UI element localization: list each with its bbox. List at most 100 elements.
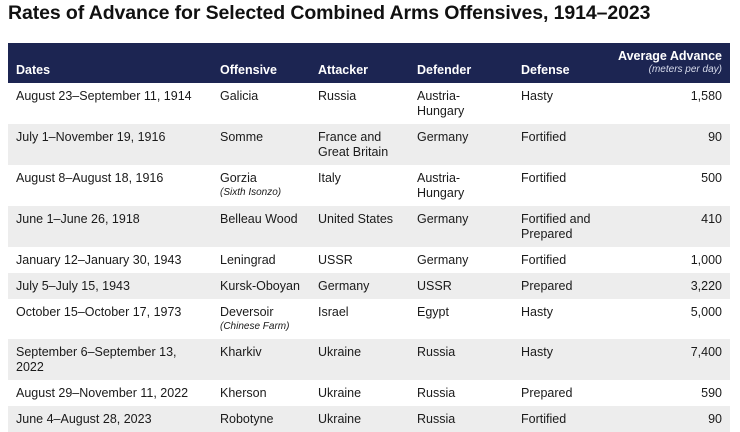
table-cell: October 15–October 17, 1973 bbox=[8, 299, 212, 339]
column-header: Defense bbox=[513, 43, 610, 83]
cell-text: Russia bbox=[318, 89, 357, 103]
column-header-text: Average Advance bbox=[618, 49, 722, 63]
table-cell: Gorzia (Sixth Isonzo) bbox=[212, 165, 310, 206]
cell-text: Austria-Hungary bbox=[417, 171, 465, 200]
column-header: Average Advance (meters per day) bbox=[610, 43, 730, 83]
cell-text: Italy bbox=[318, 171, 341, 185]
table-cell: 590 bbox=[610, 380, 730, 406]
column-header-text: Defense bbox=[521, 63, 570, 77]
table-cell: Russia bbox=[409, 339, 513, 380]
cell-text: August 29–November 11, 2022 bbox=[16, 386, 189, 400]
table-cell: Prepared bbox=[513, 273, 610, 299]
cell-text: Kursk-Oboyan bbox=[220, 279, 300, 293]
table-cell: Ukraine bbox=[310, 339, 409, 380]
cell-text: July 1–November 19, 1916 bbox=[16, 130, 166, 144]
cell-text: June 4–August 28, 2023 bbox=[16, 412, 152, 426]
cell-text: 410 bbox=[701, 212, 722, 226]
column-header-text: Offensive bbox=[220, 63, 277, 77]
table-cell: 90 bbox=[610, 124, 730, 165]
cell-text: Hasty bbox=[521, 345, 553, 359]
table-cell: Israel bbox=[310, 299, 409, 339]
column-header-text: Defender bbox=[417, 63, 472, 77]
cell-text: 1,000 bbox=[690, 253, 722, 267]
cell-text: Germany bbox=[318, 279, 370, 293]
cell-text: Austria-Hungary bbox=[417, 89, 465, 118]
cell-text: Deversoir bbox=[220, 305, 274, 319]
table-row: June 1–June 26, 1918 Belleau Wood United S… bbox=[8, 206, 730, 247]
title: Rates of Advance for Selected Combined A… bbox=[8, 2, 651, 24]
cell-text: Germany bbox=[417, 130, 469, 144]
cell-text: August 23–September 11, 1914 bbox=[16, 89, 192, 103]
table-cell: Hasty bbox=[513, 83, 610, 124]
cell-text: Fortified bbox=[521, 253, 567, 267]
table-cell: Fortified bbox=[513, 165, 610, 206]
table-cell: Fortified bbox=[513, 124, 610, 165]
table-cell: Fortified bbox=[513, 247, 610, 273]
cell-text: Ukraine bbox=[318, 345, 362, 359]
cell-text: Fortified and Prepared bbox=[521, 212, 591, 241]
table-cell: Deversoir (Chinese Farm) bbox=[212, 299, 310, 339]
cell-text: USSR bbox=[417, 279, 452, 293]
cell-text: Hasty bbox=[521, 89, 553, 103]
table-cell: September 6–September 13, 2022 bbox=[8, 339, 212, 380]
cell-text: 3,220 bbox=[690, 279, 722, 293]
cell-text: Robotyne bbox=[220, 412, 274, 426]
cell-text: Russia bbox=[417, 345, 456, 359]
table-cell: 410 bbox=[610, 206, 730, 247]
table-cell: Kharkiv bbox=[212, 339, 310, 380]
table-cell: 7,400 bbox=[610, 339, 730, 380]
table-cell: Austria-Hungary bbox=[409, 83, 513, 124]
cell-text: Ukraine bbox=[318, 386, 362, 400]
cell-text: Fortified bbox=[521, 130, 567, 144]
cell-text: 5,000 bbox=[690, 305, 722, 319]
cell-note: (Chinese Farm) bbox=[220, 321, 290, 332]
table-cell: United States bbox=[310, 206, 409, 247]
table-cell: Hasty bbox=[513, 339, 610, 380]
table-row: August 8–August 18, 1916 Gorzia (Sixth Iso… bbox=[8, 165, 730, 206]
cell-text: September 6–September 13, 2022 bbox=[16, 345, 177, 374]
cell-text: January 12–January 30, 1943 bbox=[16, 253, 182, 267]
table-cell: 1,000 bbox=[610, 247, 730, 273]
cell-text: Gorzia bbox=[220, 171, 257, 185]
table-cell: Fortified and Prepared bbox=[513, 206, 610, 247]
cell-text: Galicia bbox=[220, 89, 259, 103]
cell-text: Fortified bbox=[521, 171, 567, 185]
cell-text: Kherson bbox=[220, 386, 267, 400]
cell-text: Prepared bbox=[521, 386, 573, 400]
table-cell: Austria-Hungary bbox=[409, 165, 513, 206]
page: Rates of Advance for Selected Combined A… bbox=[8, 2, 730, 432]
table-cell: Leningrad bbox=[212, 247, 310, 273]
cell-text: Kharkiv bbox=[220, 345, 262, 359]
table-cell: Somme bbox=[212, 124, 310, 165]
column-header-text: Dates bbox=[16, 63, 51, 77]
table-cell: Germany bbox=[409, 247, 513, 273]
cell-text: 1,580 bbox=[690, 89, 722, 103]
cell-text: Israel bbox=[318, 305, 349, 319]
cell-text: Ukraine bbox=[318, 412, 362, 426]
cell-text: 590 bbox=[701, 386, 722, 400]
cell-text: Egypt bbox=[417, 305, 449, 319]
table-cell: Russia bbox=[409, 380, 513, 406]
cell-text: Russia bbox=[417, 412, 456, 426]
column-header: Offensive bbox=[212, 43, 310, 83]
header-row: Dates Offensive Attacker Defender Defense Ave… bbox=[8, 43, 730, 83]
column-header-text: Attacker bbox=[318, 63, 369, 77]
cell-text: August 8–August 18, 1916 bbox=[16, 171, 164, 185]
table-header: Dates Offensive Attacker Defender Defense Ave… bbox=[8, 43, 730, 83]
table-cell: August 29–November 11, 2022 bbox=[8, 380, 212, 406]
cell-text: France and Great Britain bbox=[318, 130, 389, 159]
table-cell: Germany bbox=[310, 273, 409, 299]
table-cell: Germany bbox=[409, 206, 513, 247]
table-cell: August 23–September 11, 1914 bbox=[8, 83, 212, 124]
table-cell: 3,220 bbox=[610, 273, 730, 299]
cell-text: Germany bbox=[417, 212, 469, 226]
table-cell: Kherson bbox=[212, 380, 310, 406]
table-cell: 5,000 bbox=[610, 299, 730, 339]
cell-text: 90 bbox=[708, 412, 722, 426]
table-cell: 500 bbox=[610, 165, 730, 206]
cell-text: Fortified bbox=[521, 412, 567, 426]
table-row: October 15–October 17, 1973 Deversoir (Chi… bbox=[8, 299, 730, 339]
cell-text: Russia bbox=[417, 386, 456, 400]
cell-note: (Sixth Isonzo) bbox=[220, 187, 282, 198]
table-cell: Russia bbox=[310, 83, 409, 124]
